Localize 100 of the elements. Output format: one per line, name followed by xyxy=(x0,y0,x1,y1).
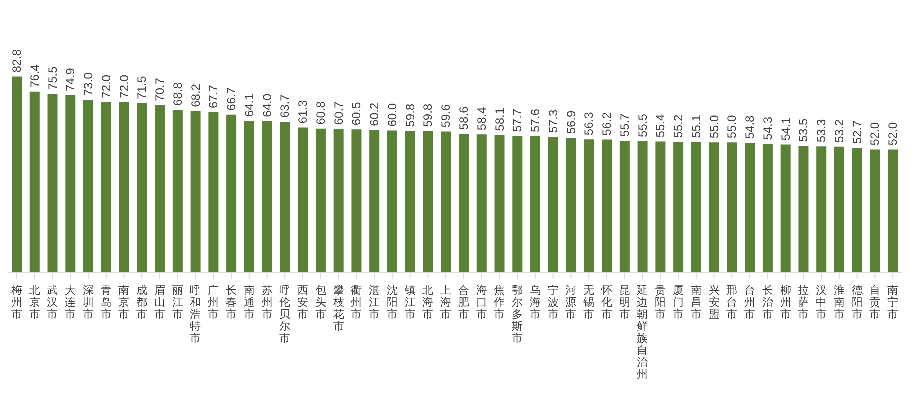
x-tick-label: 湛江市 xyxy=(369,284,380,321)
data-label: 52.7 xyxy=(850,120,864,144)
data-label: 55.2 xyxy=(672,114,686,138)
data-label: 72.0 xyxy=(99,74,114,98)
bar xyxy=(888,150,898,273)
bar xyxy=(334,129,344,273)
x-tick-label: 宁波市 xyxy=(548,284,559,321)
x-tick-label: 邢台市 xyxy=(726,284,738,321)
bar xyxy=(208,112,219,273)
data-label: 72.0 xyxy=(117,74,132,98)
x-tick-label: 河源市 xyxy=(566,284,577,321)
bar xyxy=(405,131,416,273)
bar xyxy=(709,142,720,273)
bar xyxy=(476,134,487,273)
x-tick-label: 昆明市 xyxy=(619,284,630,321)
bar xyxy=(48,94,58,273)
x-tick-label: 合肥市 xyxy=(458,284,470,321)
data-label: 70.7 xyxy=(153,78,168,102)
x-tick-label: 成都市 xyxy=(136,284,148,321)
x-tick-label: 兴安盟 xyxy=(708,284,720,321)
bar xyxy=(84,100,94,273)
x-tick-label: 无锡市 xyxy=(582,284,595,321)
data-label: 67.7 xyxy=(206,84,221,109)
data-label: 66.7 xyxy=(224,87,239,111)
data-label: 60.8 xyxy=(314,101,328,125)
x-tick-label: 德阳市 xyxy=(852,284,863,321)
bar xyxy=(423,131,434,273)
bar xyxy=(101,102,112,273)
bar xyxy=(298,128,308,273)
bar xyxy=(137,104,148,273)
bar xyxy=(566,138,576,273)
x-tick-label: 攀枝花市 xyxy=(332,284,344,333)
x-tick-label: 自贡市 xyxy=(870,284,881,321)
x-tick-label: 苏州市 xyxy=(262,284,273,321)
x-tick-label: 丽江市 xyxy=(172,284,184,321)
bar xyxy=(494,135,505,273)
data-label: 55.1 xyxy=(689,114,704,138)
bar xyxy=(30,92,40,273)
x-tick-label: 柳州市 xyxy=(780,284,792,321)
bar xyxy=(280,122,290,273)
x-tick-label: 衢州市 xyxy=(351,284,362,321)
x-tick-label: 南昌市 xyxy=(690,284,702,321)
bar xyxy=(459,134,469,273)
bar xyxy=(745,143,756,273)
x-tick-label: 北京市 xyxy=(29,284,40,321)
x-tick-label: 深圳市 xyxy=(82,284,94,321)
data-label: 54.3 xyxy=(760,116,775,140)
data-label: 64.0 xyxy=(260,94,274,118)
x-tick-label: 台州市 xyxy=(744,284,756,321)
x-tick-label: 长治市 xyxy=(762,284,774,321)
data-label: 57.6 xyxy=(528,108,543,132)
x-tick-label: 拉萨市 xyxy=(798,284,810,321)
bar xyxy=(12,76,22,273)
data-label: 60.5 xyxy=(350,102,364,126)
data-label: 55.4 xyxy=(654,114,668,138)
data-label: 68.2 xyxy=(188,84,203,108)
x-tick-label: 南京市 xyxy=(118,284,130,321)
data-label: 74.9 xyxy=(64,68,78,92)
data-label: 73.0 xyxy=(82,72,96,96)
x-tick-label: 武汉市 xyxy=(47,284,58,321)
bar xyxy=(584,140,594,273)
bar xyxy=(441,132,452,273)
data-label: 63.7 xyxy=(278,94,292,118)
bar xyxy=(691,142,702,273)
data-label: 57.7 xyxy=(510,108,525,132)
x-tick-label: 上海市 xyxy=(440,284,452,321)
data-label: 60.2 xyxy=(368,102,382,126)
data-label: 55.0 xyxy=(707,114,722,139)
bar xyxy=(727,142,738,273)
x-tick-label: 呼和浩特市 xyxy=(190,284,202,345)
data-label: 53.5 xyxy=(796,118,811,142)
data-label: 55.0 xyxy=(725,114,740,139)
x-tick-label: 乌海市 xyxy=(530,284,541,321)
data-label: 76.4 xyxy=(28,64,42,88)
bar xyxy=(852,148,862,273)
data-label: 56.2 xyxy=(600,112,614,136)
data-label: 75.5 xyxy=(46,66,60,90)
bar xyxy=(638,141,648,273)
data-label: 58.1 xyxy=(492,108,507,132)
bar xyxy=(530,136,541,273)
data-label: 71.5 xyxy=(135,76,150,100)
bar xyxy=(834,146,844,273)
x-tick-label: 西安市 xyxy=(298,284,309,321)
x-tick-label: 淮南市 xyxy=(834,284,845,321)
bar xyxy=(370,130,380,273)
data-label: 56.9 xyxy=(564,110,578,134)
bar xyxy=(780,144,791,273)
data-label: 61.3 xyxy=(296,100,310,124)
x-tick-label: 焦作市 xyxy=(493,284,506,321)
bar xyxy=(226,114,237,273)
data-label: 58.6 xyxy=(457,106,471,130)
bar xyxy=(674,142,684,273)
x-tick-label: 鄂尔多斯市 xyxy=(512,284,524,345)
x-tick-label: 长春市 xyxy=(226,284,237,321)
x-tick-label: 怀化市 xyxy=(600,284,612,321)
x-tick-label: 汉中市 xyxy=(816,284,828,321)
x-tick-label: 眉山市 xyxy=(154,284,166,321)
x-tick-label: 厦门市 xyxy=(673,284,684,321)
data-label: 58.4 xyxy=(474,106,489,131)
bar xyxy=(316,128,326,273)
